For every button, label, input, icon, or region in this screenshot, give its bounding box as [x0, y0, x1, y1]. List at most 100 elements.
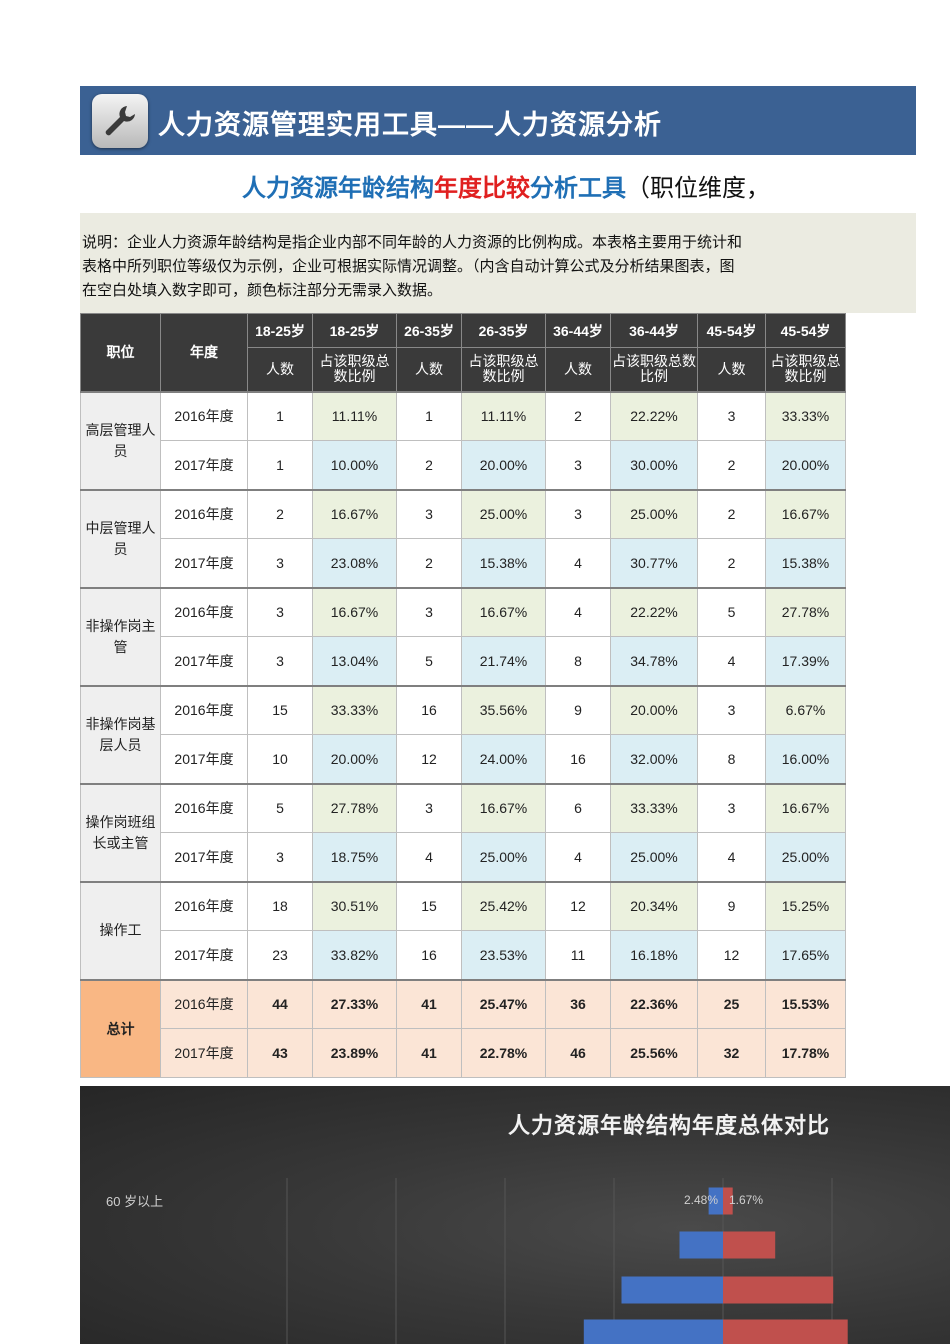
count-cell: 1: [247, 440, 313, 490]
ratio-cell: 30.77%: [610, 538, 698, 588]
total-ratio-cell: 25.47%: [461, 978, 546, 1029]
header-ratio: 占该职级总数比例: [461, 347, 546, 392]
count-cell: 10: [247, 734, 313, 784]
header-age-group: 26-35岁: [461, 313, 546, 348]
total-label: 总计: [80, 978, 161, 1078]
total-ratio-cell: 22.78%: [461, 1028, 546, 1078]
year-cell: 2017年度: [160, 538, 248, 588]
count-cell: 8: [697, 734, 766, 784]
ratio-cell: 11.11%: [461, 390, 546, 441]
count-cell: 4: [697, 636, 766, 686]
ratio-cell: 21.74%: [461, 636, 546, 686]
position-name: 操作工: [80, 880, 161, 980]
count-cell: 3: [697, 684, 766, 735]
ratio-cell: 25.00%: [765, 832, 846, 882]
count-cell: 16: [396, 684, 462, 735]
position-name: 高层管理人员: [80, 390, 161, 490]
ratio-cell: 20.00%: [610, 684, 698, 735]
ratio-cell: 25.00%: [461, 488, 546, 539]
total-count-cell: 41: [396, 1028, 462, 1078]
ratio-cell: 20.00%: [765, 440, 846, 490]
tool-subtitle: 人力资源年龄结构年度比较分析工具（职位维度，: [242, 168, 770, 203]
ratio-cell: 30.51%: [312, 880, 397, 931]
description-line: 说明：企业人力资源年龄结构是指企业内部不同年龄的人力资源的比例构成。本表格主要用…: [82, 234, 743, 251]
total-ratio-cell: 17.78%: [765, 1028, 846, 1078]
ratio-cell: 16.67%: [765, 488, 846, 539]
count-cell: 4: [545, 586, 611, 637]
count-cell: 12: [697, 930, 766, 980]
count-cell: 3: [545, 488, 611, 539]
table-row: 2017年度 3 13.04% 5 21.74% 8 34.78% 4 17.39%: [81, 636, 846, 686]
header-age-group: 36-44岁: [610, 313, 698, 348]
count-cell: 2: [697, 488, 766, 539]
count-cell: 12: [396, 734, 462, 784]
count-cell: 2: [247, 488, 313, 539]
header-age-group: 18-25岁: [312, 313, 397, 348]
year-cell: 2017年度: [160, 734, 248, 784]
table-row: 2017年度 1 10.00% 2 20.00% 3 30.00% 2 20.00%: [81, 440, 846, 490]
total-count-cell: 43: [247, 1028, 313, 1078]
description-line: 表格中所列职位等级仅为示例，企业可根据实际情况调整。（内含自动计算公式及分析结果…: [82, 258, 735, 275]
count-cell: 3: [697, 782, 766, 833]
year-cell: 2017年度: [160, 1028, 248, 1078]
ratio-cell: 25.42%: [461, 880, 546, 931]
count-cell: 12: [545, 880, 611, 931]
year-cell: 2017年度: [160, 930, 248, 980]
year-cell: 2016年度: [160, 782, 248, 833]
total-ratio-cell: 22.36%: [610, 978, 698, 1029]
count-cell: 5: [396, 636, 462, 686]
bar-2016: [621, 1276, 723, 1304]
subtitle-part3: 分析工具: [530, 175, 626, 202]
count-cell: 15: [247, 684, 313, 735]
header-age-group: 45-54岁: [697, 313, 766, 348]
subtitle-part1: 人力资源年龄结构: [242, 175, 434, 202]
table-row: 操作岗班组长或主管 2016年度 5 27.78% 3 16.67% 6 33.33% 3 16.…: [80, 782, 846, 882]
table-row: 非操作岗基层人员 2016年度 15 33.33% 16 35.56% 9 20.00% 3 6.…: [80, 684, 846, 784]
position-name: 非操作岗主管: [80, 586, 161, 686]
total-count-cell: 41: [396, 978, 462, 1029]
total-ratio-cell: 23.89%: [312, 1028, 397, 1078]
table-row: 操作工 2016年度 18 30.51% 15 25.42% 12 20.34% 9 15.25%: [80, 880, 846, 980]
chart-title: 人力资源年龄结构年度总体对比: [508, 1113, 831, 1138]
ratio-cell: 16.00%: [765, 734, 846, 784]
header-position: 职位: [80, 313, 161, 392]
ratio-cell: 33.82%: [312, 930, 397, 980]
bar-2016: [708, 1187, 723, 1215]
ratio-cell: 30.00%: [610, 440, 698, 490]
table-row: 高层管理人员 2016年度 1 11.11% 1 11.11% 2 22.22% 3 33.33%: [80, 390, 846, 490]
position-name: 非操作岗基层人员: [80, 684, 161, 784]
ratio-cell: 15.38%: [765, 538, 846, 588]
count-cell: 15: [396, 880, 462, 931]
count-cell: 3: [247, 832, 313, 882]
header-count: 人数: [545, 347, 611, 392]
count-cell: 3: [247, 636, 313, 686]
count-cell: 3: [396, 782, 462, 833]
subtitle-part4: （职位维度，: [626, 175, 770, 202]
ratio-cell: 11.11%: [312, 390, 397, 441]
count-cell: 4: [396, 832, 462, 882]
count-cell: 11: [545, 930, 611, 980]
ratio-cell: 16.67%: [312, 488, 397, 539]
total-ratio-cell: 25.56%: [610, 1028, 698, 1078]
table-row: 2017年度 10 20.00% 12 24.00% 16 32.00% 8 16.00%: [81, 734, 846, 784]
year-cell: 2016年度: [160, 978, 248, 1029]
bar-2017: [723, 1231, 776, 1259]
total-count-cell: 32: [697, 1028, 766, 1078]
header-count: 人数: [396, 347, 462, 392]
ratio-cell: 34.78%: [610, 636, 698, 686]
ratio-cell: 16.67%: [461, 782, 546, 833]
ratio-cell: 23.08%: [312, 538, 397, 588]
year-cell: 2016年度: [160, 390, 248, 441]
position-name: 中层管理人员: [80, 488, 161, 588]
bar-2017: [723, 1319, 848, 1344]
description-box: 说明：企业人力资源年龄结构是指企业内部不同年龄的人力资源的比例构成。本表格主要用…: [80, 213, 916, 313]
ratio-cell: 18.75%: [312, 832, 397, 882]
ratio-cell: 27.78%: [312, 782, 397, 833]
total-count-cell: 46: [545, 1028, 611, 1078]
total-row: 2017年度 43 23.89% 41 22.78% 46 25.56% 32 17.78%: [81, 1028, 846, 1078]
ratio-cell: 20.00%: [461, 440, 546, 490]
total-ratio-cell: 15.53%: [765, 978, 846, 1029]
count-cell: 4: [545, 538, 611, 588]
bar-2017: [723, 1276, 834, 1304]
table-row: 中层管理人员 2016年度 2 16.67% 3 25.00% 3 25.00% 2 16.67%: [80, 488, 846, 588]
